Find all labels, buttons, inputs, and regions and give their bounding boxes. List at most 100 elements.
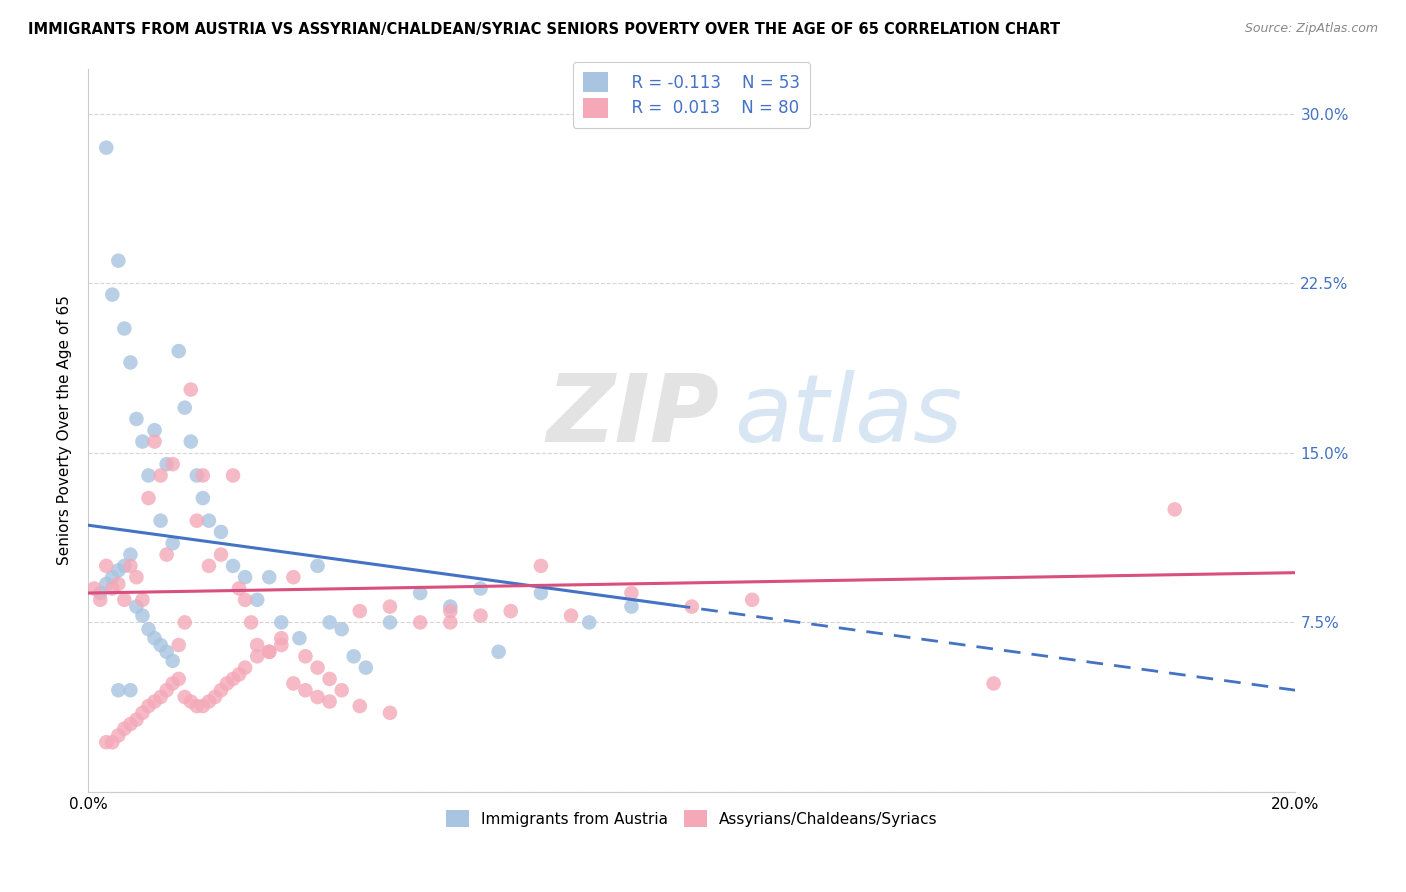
Point [246,649,269,664]
Point [131,592,153,607]
Point [530,586,553,600]
Point [112,592,135,607]
Point [162,457,184,471]
Point [741,592,763,607]
Point [222,468,245,483]
Point [204,690,226,704]
Point [439,599,461,614]
Point [198,514,221,528]
Point [270,638,292,652]
Point [180,383,202,397]
Point [257,645,280,659]
Point [156,457,179,471]
Point [107,728,129,742]
Point [246,638,269,652]
Point [209,683,232,698]
Point [138,699,160,714]
Point [186,468,208,483]
Point [173,401,195,415]
Point [283,676,305,690]
Point [149,690,172,704]
Point [983,676,1005,690]
Point [101,287,124,301]
Point [578,615,600,630]
Point [240,615,263,630]
Point [233,592,256,607]
Point [186,699,208,714]
Point [318,694,340,708]
Point [409,586,432,600]
Text: Source: ZipAtlas.com: Source: ZipAtlas.com [1244,22,1378,36]
Point [246,592,269,607]
Point [288,632,311,646]
Point [270,632,292,646]
Point [149,514,172,528]
Point [499,604,522,618]
Point [167,638,190,652]
Point [222,558,245,573]
Point [120,717,142,731]
Point [156,548,179,562]
Y-axis label: Seniors Poverty Over the Age of 65: Seniors Poverty Over the Age of 65 [58,295,72,566]
Text: atlas: atlas [734,370,962,461]
Point [101,582,124,596]
Point [138,491,160,505]
Point [125,570,148,584]
Point [233,570,256,584]
Point [307,690,329,704]
Point [330,622,353,636]
Point [120,548,142,562]
Point [330,683,353,698]
Point [378,599,401,614]
Point [131,608,153,623]
Point [149,468,172,483]
Point [186,514,208,528]
Point [191,699,214,714]
Point [409,615,432,630]
Point [209,524,232,539]
Point [354,660,377,674]
Point [439,604,461,618]
Point [112,321,135,335]
Point [89,586,111,600]
Point [143,694,166,708]
Point [343,649,366,664]
Point [83,582,105,596]
Point [470,608,492,623]
Point [173,690,195,704]
Point [101,570,124,584]
Point [378,706,401,720]
Point [149,638,172,652]
Point [560,608,582,623]
Point [318,615,340,630]
Point [138,622,160,636]
Point [143,434,166,449]
Point [156,645,179,659]
Point [96,735,118,749]
Point [107,577,129,591]
Text: IMMIGRANTS FROM AUSTRIA VS ASSYRIAN/CHALDEAN/SYRIAC SENIORS POVERTY OVER THE AGE: IMMIGRANTS FROM AUSTRIA VS ASSYRIAN/CHAL… [28,22,1060,37]
Point [156,683,179,698]
Point [180,694,202,708]
Point [112,722,135,736]
Point [120,558,142,573]
Point [107,563,129,577]
Point [96,558,118,573]
Point [294,683,316,698]
Point [349,699,371,714]
Point [378,615,401,630]
Point [215,676,238,690]
Point [620,599,643,614]
Point [89,592,111,607]
Point [620,586,643,600]
Point [228,667,250,681]
Point [233,660,256,674]
Point [120,683,142,698]
Point [96,577,118,591]
Point [143,632,166,646]
Point [349,604,371,618]
Point [131,706,153,720]
Point [257,645,280,659]
Point [120,355,142,369]
Point [209,548,232,562]
